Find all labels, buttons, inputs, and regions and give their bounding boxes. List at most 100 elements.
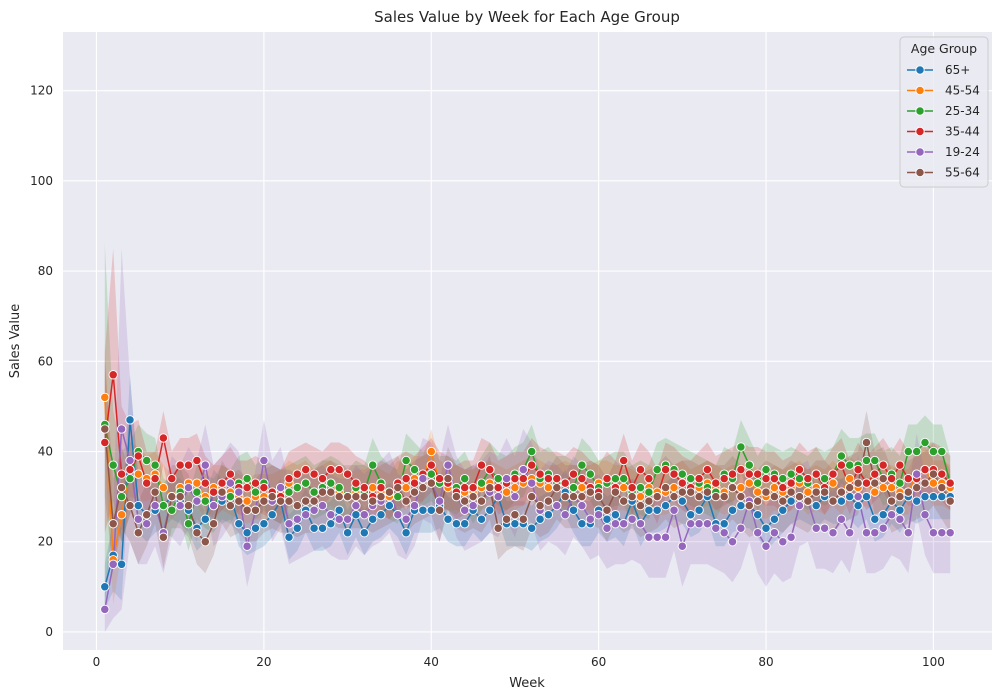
data-point (568, 482, 579, 493)
data-point (175, 460, 185, 470)
legend-label: 55-64 (945, 166, 980, 180)
data-point (778, 505, 788, 515)
data-point (669, 469, 679, 479)
data-point (401, 455, 411, 466)
data-point (409, 487, 420, 497)
data-point (535, 514, 545, 524)
y-tick-label: 80 (38, 264, 53, 278)
data-point (158, 433, 169, 443)
data-point (778, 496, 788, 506)
data-point (912, 446, 922, 457)
data-point (660, 482, 671, 493)
data-point (183, 482, 194, 493)
data-point (284, 519, 294, 529)
data-point (937, 482, 947, 493)
data-point (778, 537, 788, 547)
data-point (393, 482, 403, 493)
data-point (376, 482, 386, 493)
data-point (619, 496, 629, 506)
data-point (460, 473, 470, 484)
data-point (460, 496, 470, 506)
data-point (811, 523, 821, 533)
data-point (702, 487, 713, 497)
data-point (368, 514, 378, 524)
data-point (192, 496, 202, 506)
data-point (527, 460, 537, 470)
data-point (116, 491, 127, 502)
data-point (158, 532, 169, 542)
data-point (368, 482, 378, 493)
data-point (870, 455, 880, 466)
data-point (836, 451, 847, 461)
data-point (493, 482, 503, 493)
data-point (769, 473, 780, 484)
data-point (192, 455, 202, 466)
data-point (208, 487, 219, 497)
data-point (786, 478, 796, 488)
x-tick-label: 20 (256, 655, 271, 669)
data-point (460, 505, 470, 515)
data-point (560, 478, 570, 488)
data-point (761, 523, 771, 533)
x-tick-label: 60 (591, 655, 606, 669)
data-point (861, 491, 872, 502)
data-point (878, 473, 888, 484)
y-tick-label: 20 (38, 535, 53, 549)
data-point (418, 482, 428, 493)
data-point (568, 505, 579, 515)
data-point (275, 496, 286, 506)
data-point (585, 469, 595, 479)
data-point (150, 500, 160, 511)
data-point (845, 528, 855, 538)
series-points (100, 370, 955, 615)
legend-swatch-marker (915, 147, 925, 157)
data-point (895, 505, 905, 515)
data-point (686, 487, 696, 497)
data-point (602, 523, 612, 533)
data-point (577, 482, 587, 493)
data-point (761, 541, 771, 551)
data-point (100, 424, 110, 434)
data-point (133, 514, 143, 524)
data-point (250, 487, 261, 497)
data-point (510, 510, 520, 520)
data-point (100, 437, 110, 448)
data-point (142, 510, 152, 520)
data-point (811, 487, 821, 497)
data-point (761, 487, 771, 497)
data-point (895, 460, 905, 470)
data-point (183, 519, 194, 529)
data-point (577, 473, 587, 484)
data-point (401, 482, 411, 493)
data-point (301, 496, 311, 506)
data-point (602, 514, 612, 524)
data-point (878, 460, 888, 470)
data-point (501, 473, 512, 484)
data-point (727, 537, 738, 547)
data-point (635, 491, 646, 502)
data-point (309, 469, 319, 479)
data-point (242, 528, 252, 538)
data-point (192, 478, 202, 488)
data-point (786, 487, 796, 497)
data-point (242, 482, 252, 493)
plot-area (63, 32, 992, 650)
data-point (878, 510, 888, 520)
data-point (602, 505, 612, 515)
data-point (845, 482, 855, 493)
data-point (928, 446, 939, 457)
data-point (116, 482, 127, 493)
data-point (309, 523, 319, 533)
data-point (727, 505, 738, 515)
data-point (828, 528, 838, 538)
data-point (426, 478, 436, 488)
data-point (610, 510, 621, 520)
data-point (342, 528, 353, 538)
data-point (794, 473, 805, 484)
series-line-19-24 (104, 428, 951, 610)
data-point (920, 478, 930, 488)
data-point (510, 491, 520, 502)
data-point (652, 491, 662, 502)
ci-band-65+ (104, 374, 951, 610)
